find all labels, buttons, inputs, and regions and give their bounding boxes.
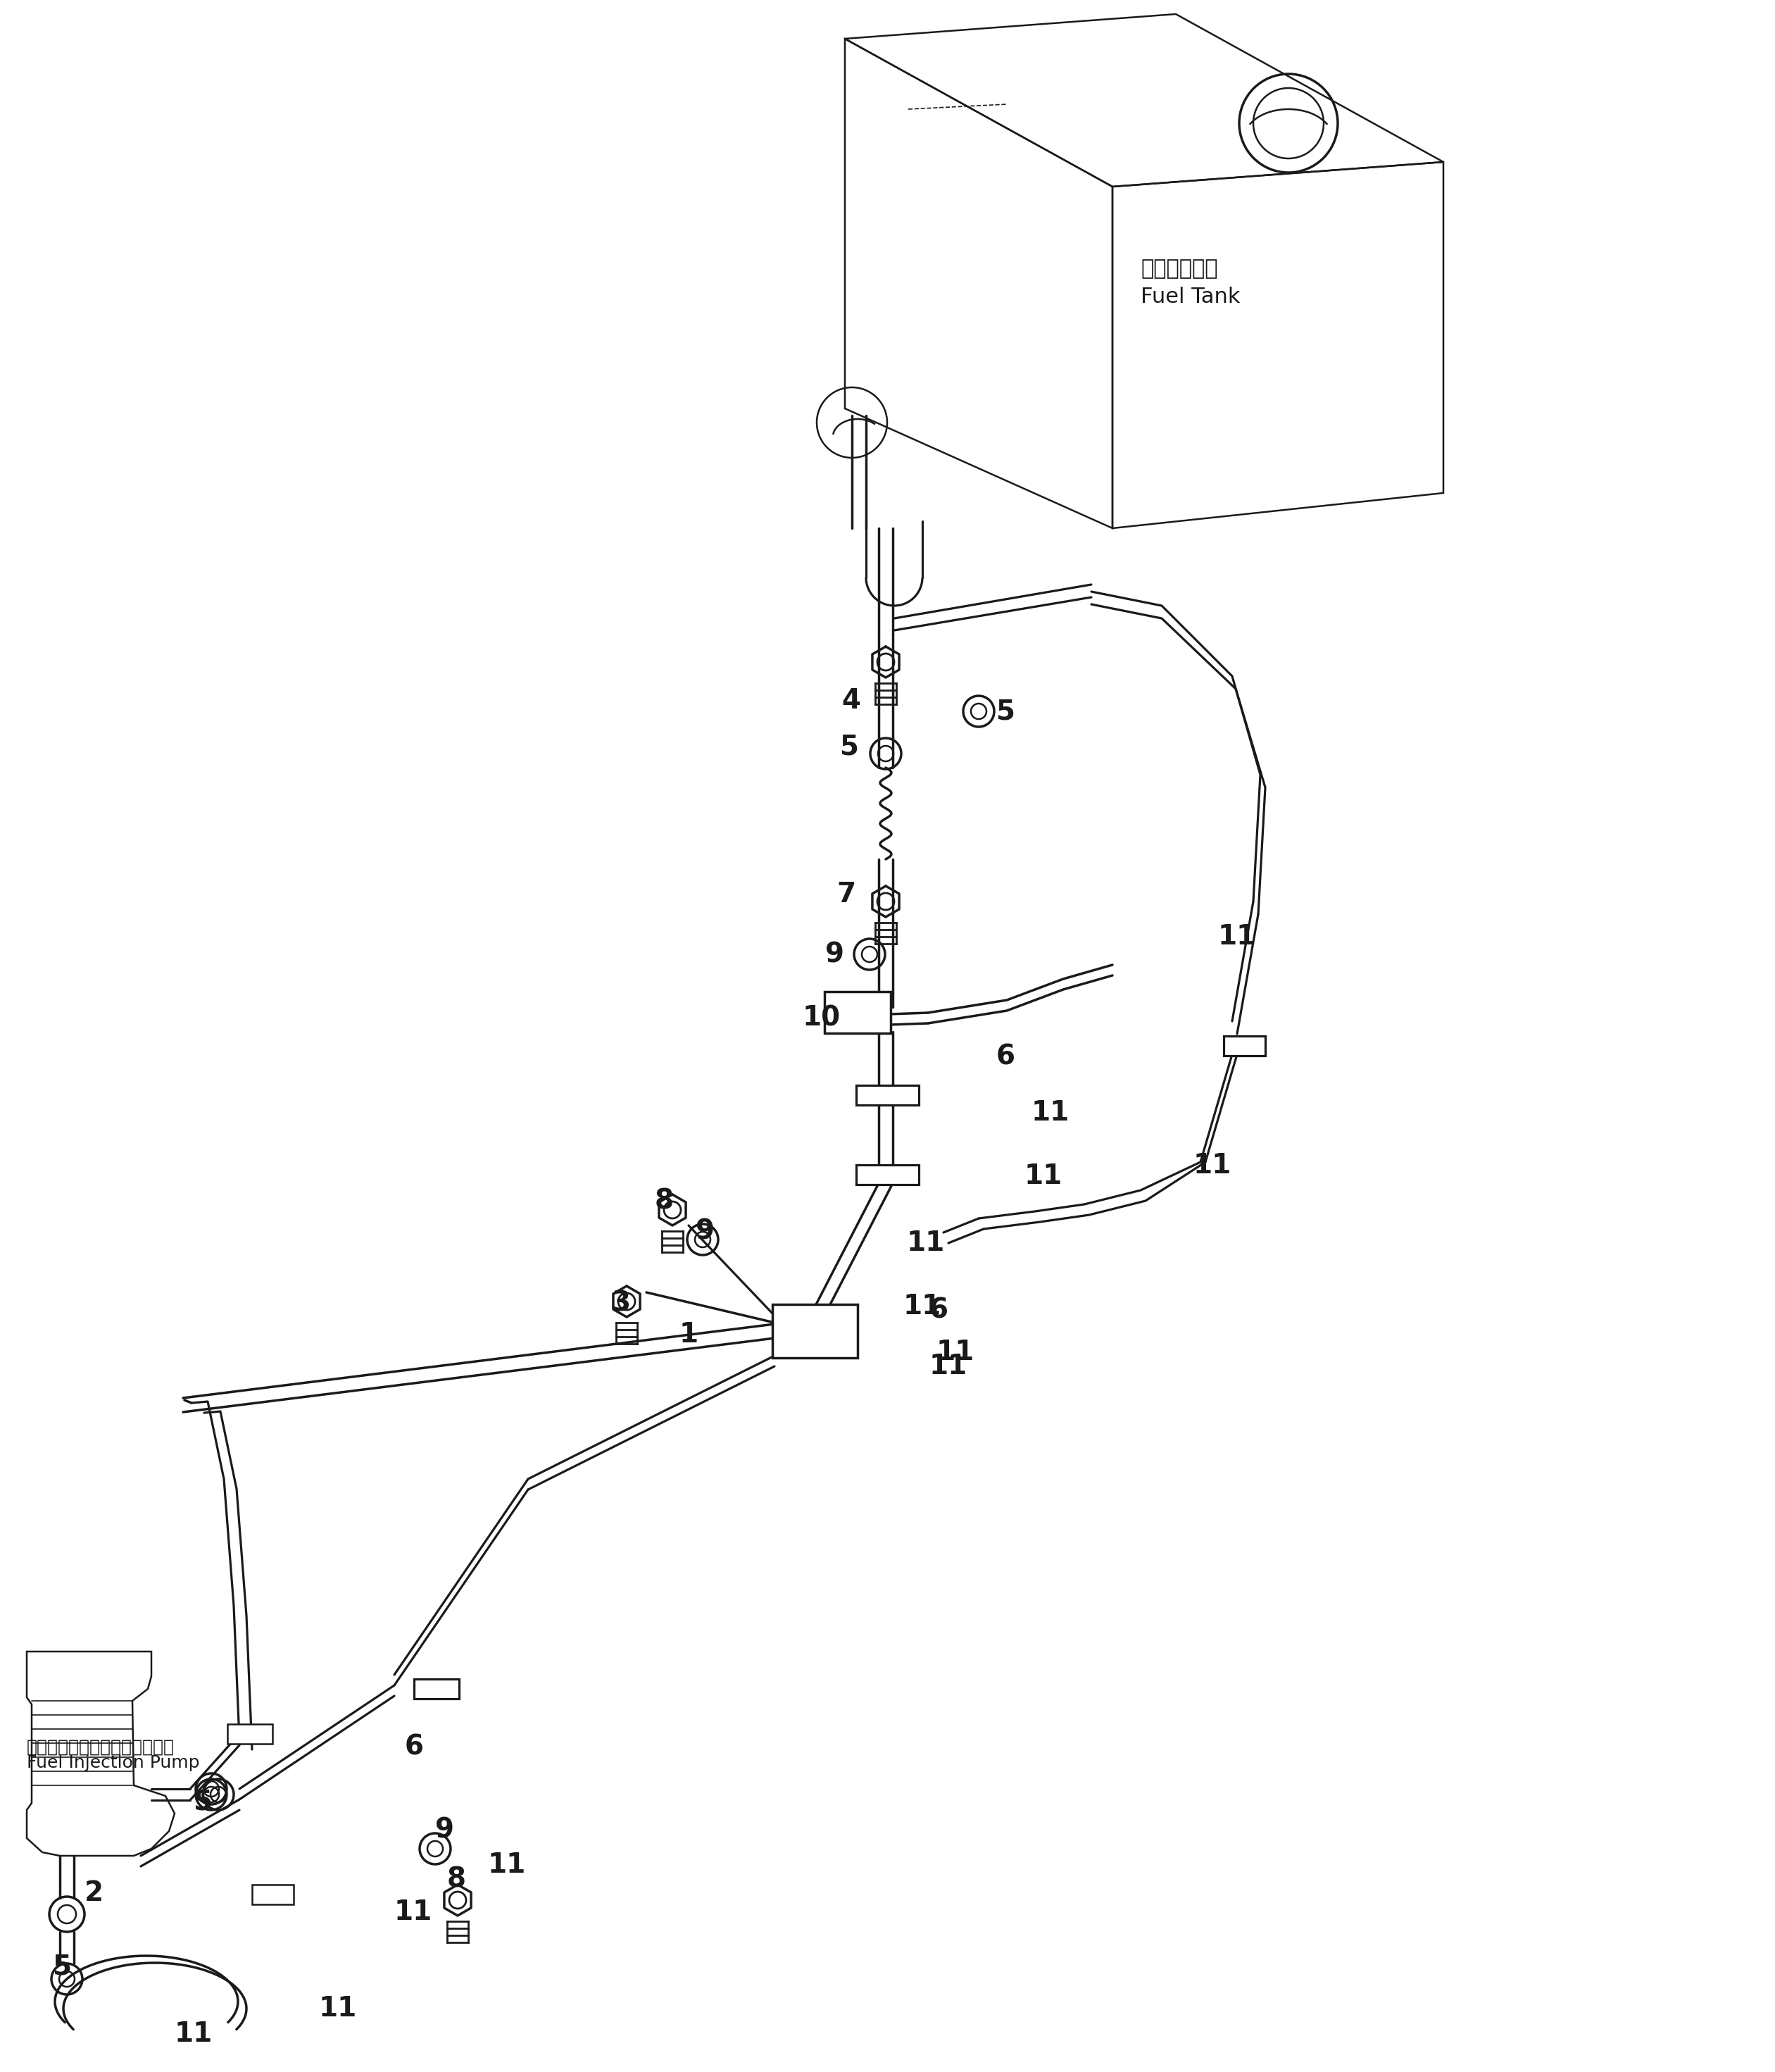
- Text: 9: 9: [696, 1218, 715, 1245]
- Text: 5: 5: [53, 1954, 71, 1979]
- Text: 4: 4: [841, 688, 861, 715]
- Text: Fuel Tank: Fuel Tank: [1141, 286, 1241, 307]
- Text: 9: 9: [825, 941, 845, 968]
- Text: 11: 11: [174, 2020, 213, 2047]
- Text: 1: 1: [680, 1322, 699, 1349]
- FancyBboxPatch shape: [824, 992, 891, 1034]
- FancyBboxPatch shape: [1223, 1036, 1266, 1057]
- Text: 5: 5: [840, 733, 859, 760]
- Text: 11: 11: [1024, 1162, 1063, 1189]
- FancyBboxPatch shape: [856, 1164, 919, 1185]
- Text: 6: 6: [405, 1734, 424, 1759]
- Text: 11: 11: [1218, 924, 1257, 951]
- Text: Fuel Injection Pump: Fuel Injection Pump: [27, 1755, 199, 1772]
- Text: 5: 5: [996, 698, 1015, 725]
- Text: 11: 11: [903, 1293, 941, 1320]
- Text: 6: 6: [930, 1297, 948, 1324]
- Text: 11: 11: [319, 1995, 357, 2022]
- Text: フェルインジェクションポンプ: フェルインジェクションポンプ: [27, 1738, 174, 1755]
- Text: 11: 11: [907, 1229, 944, 1256]
- Text: 8: 8: [447, 1865, 467, 1892]
- Text: 10: 10: [802, 1005, 841, 1032]
- Text: 11: 11: [937, 1339, 974, 1365]
- Text: 11: 11: [1193, 1152, 1232, 1179]
- Text: 2: 2: [85, 1879, 103, 1906]
- Text: 5: 5: [193, 1788, 213, 1815]
- FancyBboxPatch shape: [414, 1678, 460, 1699]
- Text: 6: 6: [996, 1042, 1015, 1069]
- Text: 8: 8: [655, 1187, 674, 1214]
- FancyBboxPatch shape: [252, 1886, 293, 1904]
- Text: 11: 11: [930, 1353, 967, 1380]
- Text: 11: 11: [488, 1852, 525, 1879]
- Text: 7: 7: [836, 881, 856, 908]
- Text: 11: 11: [394, 1898, 433, 1925]
- Text: 11: 11: [1031, 1100, 1070, 1127]
- Text: フェルタンク: フェルタンク: [1141, 259, 1218, 280]
- Text: 3: 3: [611, 1289, 630, 1316]
- FancyBboxPatch shape: [772, 1305, 857, 1357]
- Text: 9: 9: [435, 1817, 454, 1844]
- FancyBboxPatch shape: [856, 1086, 919, 1104]
- FancyBboxPatch shape: [227, 1724, 273, 1745]
